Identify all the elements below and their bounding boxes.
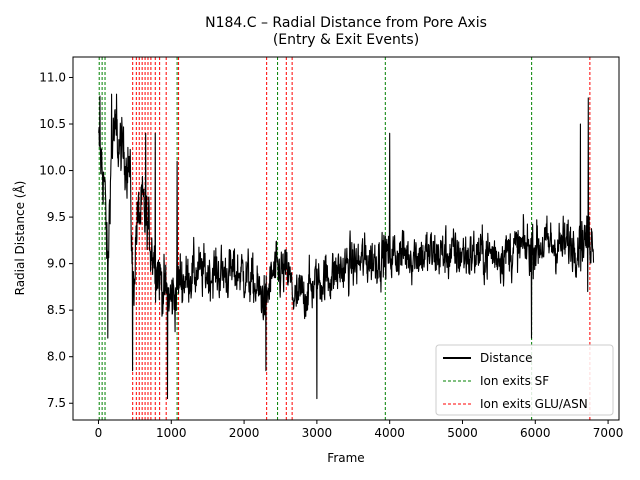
chart-subtitle: (Entry & Exit Events) [273,32,419,48]
legend: Distance Ion exits SF Ion exits GLU/ASN [435,344,614,416]
y-tick-label: 8.5 [47,303,66,317]
x-axis: 0 1000 2000 3000 4000 5000 6000 7000 [95,420,624,440]
legend-box [435,344,614,416]
y-tick-label: 9.0 [47,257,66,271]
y-tick-label: 7.5 [47,396,66,410]
x-tick-label: 0 [95,426,103,440]
y-tick-label: 9.5 [47,210,66,224]
chart-title: N184.C – Radial Distance from Pore Axis [205,15,487,31]
plot-frame [72,56,620,421]
y-tick-label: 10.0 [39,164,66,178]
x-tick-label: 7000 [593,426,624,440]
legend-label-sf: Ion exits SF [480,374,549,388]
y-axis: 7.5 8.0 8.5 9.0 9.5 10.0 10.5 11.0 [39,70,73,410]
y-tick-label: 8.0 [47,350,66,364]
x-tick-label: 5000 [447,426,478,440]
x-tick-label: 6000 [520,426,551,440]
x-tick-label: 1000 [156,426,187,440]
distance-line [97,93,595,400]
y-axis-label: Radial Distance (Å) [12,181,27,296]
x-tick-label: 3000 [302,426,333,440]
x-tick-label: 4000 [374,426,405,440]
y-tick-label: 11.0 [39,70,66,84]
distance-series [97,93,595,400]
legend-label-distance: Distance [480,351,532,365]
x-tick-label: 2000 [229,426,260,440]
y-tick-label: 10.5 [39,117,66,131]
legend-label-glu-asn: Ion exits GLU/ASN [480,397,588,411]
x-axis-label: Frame [327,451,364,465]
